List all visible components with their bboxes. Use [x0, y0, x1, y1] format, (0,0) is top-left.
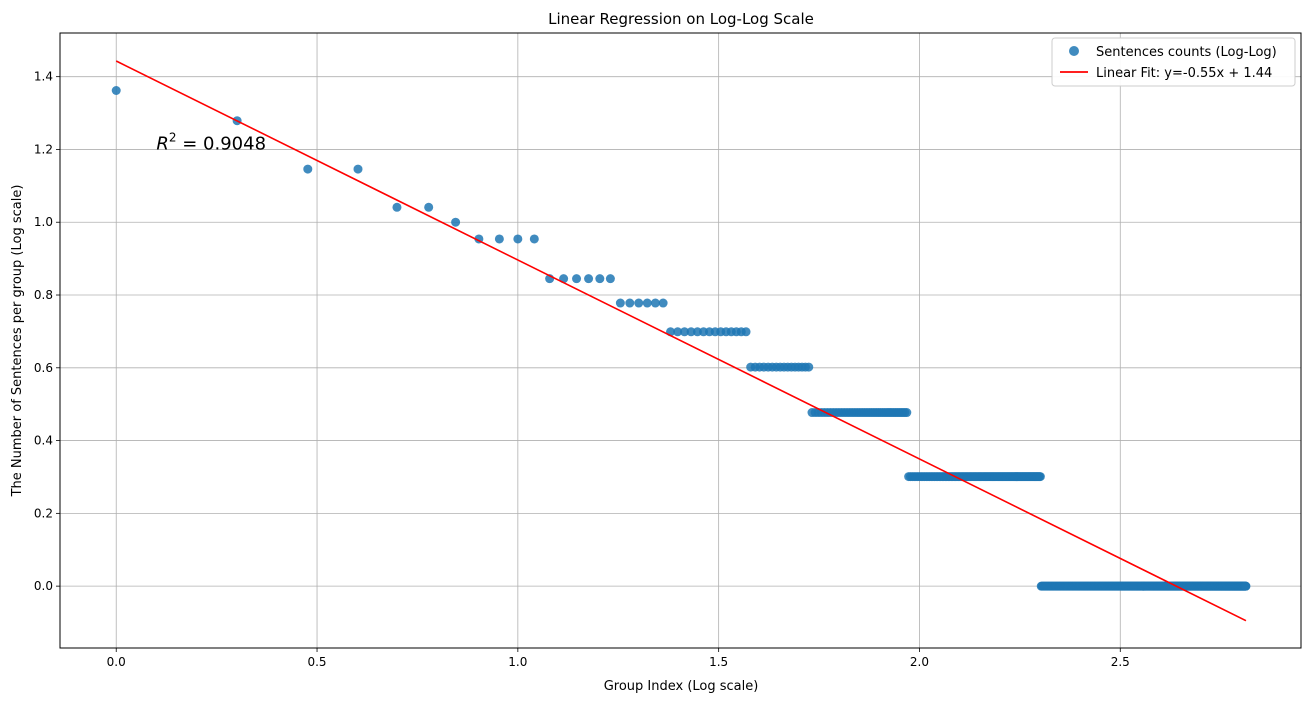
legend-scatter-marker: [1069, 46, 1079, 56]
scatter-point: [804, 362, 814, 372]
scatter-point: [634, 298, 644, 308]
r-squared-base: R: [156, 133, 169, 154]
fit-line-group: [115, 60, 1247, 622]
y-tick-label: 0.2: [34, 506, 53, 520]
x-axis-label: Group Index (Log scale): [604, 679, 759, 694]
scatter-point: [673, 327, 683, 337]
r-squared-value: = 0.9048: [177, 133, 267, 154]
y-tick-label: 1.2: [34, 142, 53, 156]
plot-frame: [59, 32, 1302, 649]
legend-fit-label: Linear Fit: y=-0.55x + 1.44: [1096, 66, 1272, 81]
r-squared-sup: 2: [169, 130, 177, 144]
chart-title: Linear Regression on Log-Log Scale: [548, 10, 814, 28]
scatter-point: [424, 202, 434, 212]
scatter-point: [625, 298, 635, 308]
legend-scatter-label: Sentences counts (Log-Log): [1096, 45, 1277, 60]
scatter-point: [902, 408, 912, 418]
scatter-point: [572, 274, 582, 284]
scatter-point: [353, 164, 363, 174]
y-tick-label: 0.8: [34, 288, 53, 302]
y-axis-label: The Number of Sentences per group (Log s…: [10, 185, 25, 498]
x-tick-label: 2.5: [1111, 655, 1130, 669]
scatter-point: [642, 298, 652, 308]
y-tick-label: 0.4: [34, 434, 53, 448]
scatter-point: [494, 234, 504, 244]
scatter-point: [686, 327, 696, 337]
y-tick-label: 0.0: [34, 579, 53, 593]
scatter-points: [111, 85, 1251, 591]
scatter-point: [529, 234, 539, 244]
scatter-point: [658, 298, 668, 308]
scatter-point: [513, 234, 523, 244]
scatter-point: [111, 85, 121, 95]
scatter-point: [650, 298, 660, 308]
x-tick-label: 1.0: [508, 655, 527, 669]
y-tick-label: 1.4: [34, 70, 53, 84]
r-squared-annotation: R2 = 0.9048: [156, 130, 266, 154]
x-tick-label: 0.0: [107, 655, 126, 669]
legend: Sentences counts (Log-Log) Linear Fit: y…: [1051, 37, 1296, 87]
scatter-point: [615, 298, 625, 308]
scatter-point: [741, 327, 751, 337]
axes-ticks: 0.0 0.5 1.0 1.5 2.0 2.5 0.0 0.2 0.4 0.6 0.8 1.0 1.2 1…: [34, 70, 1130, 669]
y-tick-label: 1.0: [34, 215, 53, 229]
scatter-point: [451, 217, 461, 227]
scatter-point: [303, 164, 313, 174]
legend-box: [1051, 37, 1296, 87]
scatter-point: [1241, 581, 1251, 591]
y-tick-label: 0.6: [34, 361, 53, 375]
scatter-point: [1035, 472, 1045, 482]
scatter-point: [680, 327, 690, 337]
x-tick-label: 0.5: [307, 655, 326, 669]
scatter-point: [605, 274, 615, 284]
x-tick-label: 2.0: [910, 655, 929, 669]
scatter-point: [392, 202, 402, 212]
fit-line: [115, 60, 1247, 622]
x-tick-label: 1.5: [709, 655, 728, 669]
scatter-point: [595, 274, 605, 284]
scatter-point: [584, 274, 594, 284]
